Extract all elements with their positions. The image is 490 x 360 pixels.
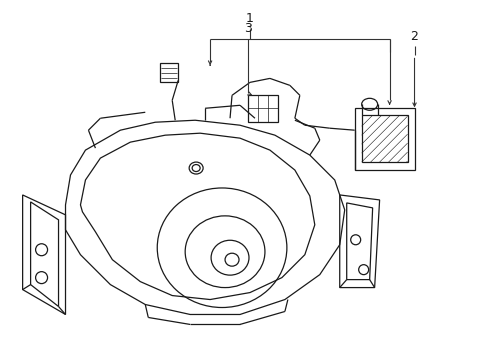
Text: 1: 1 [246,12,254,24]
Text: 3: 3 [244,22,252,35]
Text: 2: 2 [411,30,418,42]
